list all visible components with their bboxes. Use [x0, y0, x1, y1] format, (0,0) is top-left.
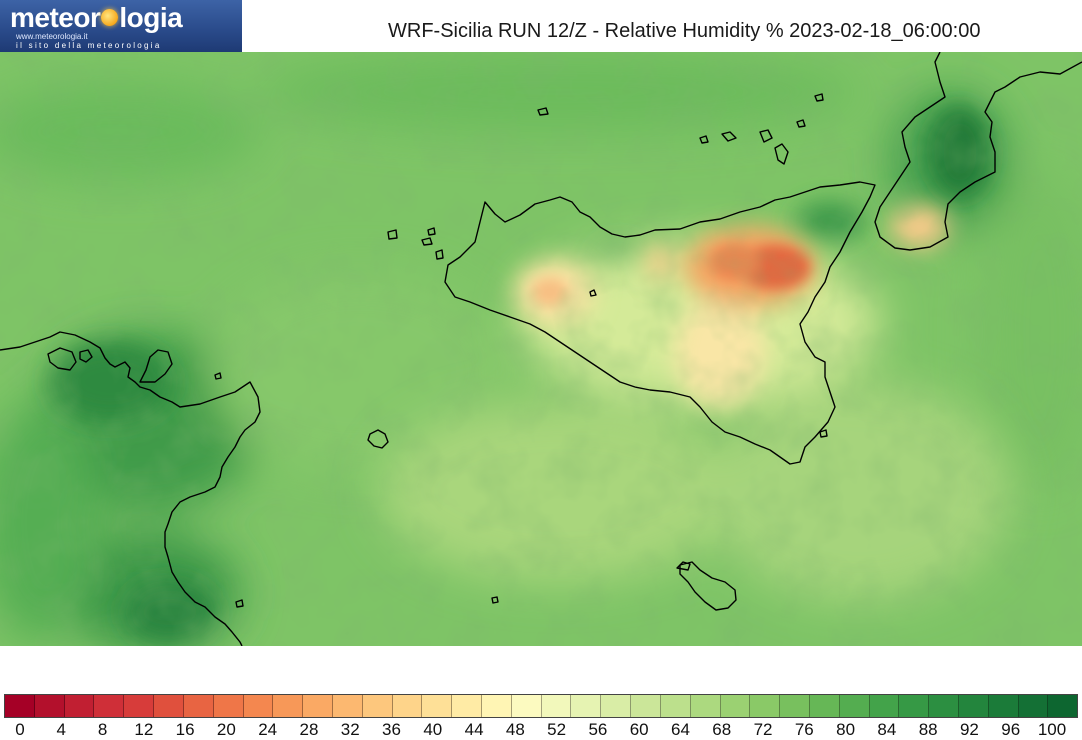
- colorbar-segment: [780, 695, 810, 717]
- colorbar-segment: [511, 695, 542, 717]
- pantelleria-coastline: [367, 429, 389, 449]
- colorbar-segment: [869, 695, 900, 717]
- map-title: WRF-Sicilia RUN 12/Z - Relative Humidity…: [388, 20, 981, 42]
- colorbar-tick-label: 88: [918, 720, 938, 739]
- colorbar-segment: [64, 695, 95, 717]
- colorbar-segment: [1018, 695, 1049, 717]
- colorbar-segment: [5, 695, 35, 717]
- logo-brand: meteor logia: [10, 2, 183, 33]
- colorbar-segment: [809, 695, 840, 717]
- colorbar-tick-label: 44: [464, 720, 484, 739]
- colorbar-segment: [929, 695, 959, 717]
- logo-url: www.meteorologia.it: [16, 32, 88, 41]
- colorbar-tick-label: 36: [382, 720, 401, 739]
- colorbar-segment: [959, 695, 989, 717]
- colorbar-segment: [183, 695, 214, 717]
- colorbar-segment: [332, 695, 363, 717]
- colorbar-segment: [750, 695, 781, 717]
- sicily-islet-southeast: [819, 429, 828, 438]
- colorbar-segment: [1048, 695, 1078, 717]
- colorbar-segment: [601, 695, 632, 717]
- colorbar-tick-label: 28: [299, 720, 319, 739]
- sun-icon: [101, 9, 119, 26]
- aeolian-island-4: [774, 143, 789, 165]
- colorbar-segment: [690, 695, 721, 717]
- egadi-island-1: [387, 229, 398, 240]
- meteorologia-logo: meteor logia www.meteorologia.it il sito …: [0, 0, 242, 52]
- colorbar-tick-label: 56: [588, 720, 608, 739]
- colorbar-segment: [392, 695, 423, 717]
- colorbar-segment: [213, 695, 244, 717]
- colorbar-tick-label: 24: [258, 720, 278, 739]
- aeolian-island-5: [814, 93, 824, 102]
- colorbar-segment: [124, 695, 155, 717]
- aeolian-island-2: [721, 131, 737, 142]
- humidity-texture: [0, 52, 1082, 646]
- colorbar-segment: [571, 695, 602, 717]
- colorbar-segment: [839, 695, 870, 717]
- colorbar-segment: [988, 695, 1019, 717]
- colorbar-tick-label: 12: [134, 720, 154, 739]
- colorbar-segment: [34, 695, 65, 717]
- colorbar-tick-label: 0: [15, 720, 25, 739]
- sicily-coastline: [444, 181, 876, 465]
- aeolian-island-1: [699, 135, 709, 144]
- colorbar-tick-label: 80: [836, 720, 856, 739]
- ustica-coastline: [537, 107, 549, 116]
- colorbar-tick-label: 16: [175, 720, 195, 739]
- colorbar-tick-label: 84: [877, 720, 897, 739]
- colorbar-segment: [303, 695, 333, 717]
- colorbar-segment: [154, 695, 184, 717]
- colorbar-tick-label: 96: [1001, 720, 1021, 739]
- humidity-field: [0, 52, 1082, 646]
- colorbar-tick-label: 72: [753, 720, 773, 739]
- malta-coastline: [679, 561, 737, 611]
- gozo-coastline: [676, 561, 691, 571]
- kerkennah-small-coastline: [79, 349, 93, 363]
- colorbar: [4, 694, 1078, 718]
- colorbar-tick-label: 48: [505, 720, 525, 739]
- lampione-coastline: [214, 372, 222, 380]
- colorbar-segment: [482, 695, 512, 717]
- colorbar-tick-label: 52: [547, 720, 567, 739]
- colorbar-segment: [660, 695, 691, 717]
- colorbar-labels: 0 4 8 12 16 20 24 28 32 36 40 44 48 52 56 60 64 68 72 76 80 8…: [4, 720, 1078, 740]
- colorbar-segment: [362, 695, 393, 717]
- colorbar-tick-label: 76: [794, 720, 814, 739]
- linosa-coastline: [491, 596, 499, 604]
- colorbar-tick-label: 60: [629, 720, 649, 739]
- colorbar-tick-label: 68: [712, 720, 732, 739]
- tunisia-islet: [235, 599, 244, 608]
- calabria-coastline: [874, 52, 1082, 251]
- egadi-island-3: [427, 227, 436, 236]
- colorbar-tick-label: 32: [340, 720, 360, 739]
- colorbar-tick-label: 100: [1037, 720, 1067, 739]
- colorbar-tick-label: 20: [216, 720, 236, 739]
- colorbar-segment: [422, 695, 453, 717]
- colorbar-segment: [720, 695, 751, 717]
- colorbar-segment: [452, 695, 482, 717]
- colorbar-segment: [273, 695, 304, 717]
- aeolian-island-6: [796, 119, 806, 128]
- egadi-island-2: [421, 237, 433, 246]
- colorbar-segment: [243, 695, 274, 717]
- logo-tagline: il sito della meteorologia: [16, 41, 162, 50]
- kerkennah-coastline: [47, 347, 77, 371]
- aeolian-island-3: [759, 129, 773, 143]
- colorbar-segment: [899, 695, 930, 717]
- colorbar-tick-label: 92: [959, 720, 979, 739]
- colorbar-segment: [541, 695, 572, 717]
- colorbar-tick-label: 40: [423, 720, 443, 739]
- colorbar-segment: [94, 695, 125, 717]
- colorbar-segment: [631, 695, 661, 717]
- egadi-island-4: [435, 249, 444, 260]
- coastlines: [0, 52, 1082, 646]
- sicily-islet-north: [589, 289, 597, 297]
- tunisia-cap-bon: [139, 349, 173, 383]
- colorbar-tick-label: 4: [56, 720, 66, 739]
- colorbar-tick-label: 8: [97, 720, 108, 739]
- humidity-map: [0, 52, 1082, 646]
- tunisia-coastline: [0, 331, 261, 646]
- colorbar-tick-label: 64: [671, 720, 690, 739]
